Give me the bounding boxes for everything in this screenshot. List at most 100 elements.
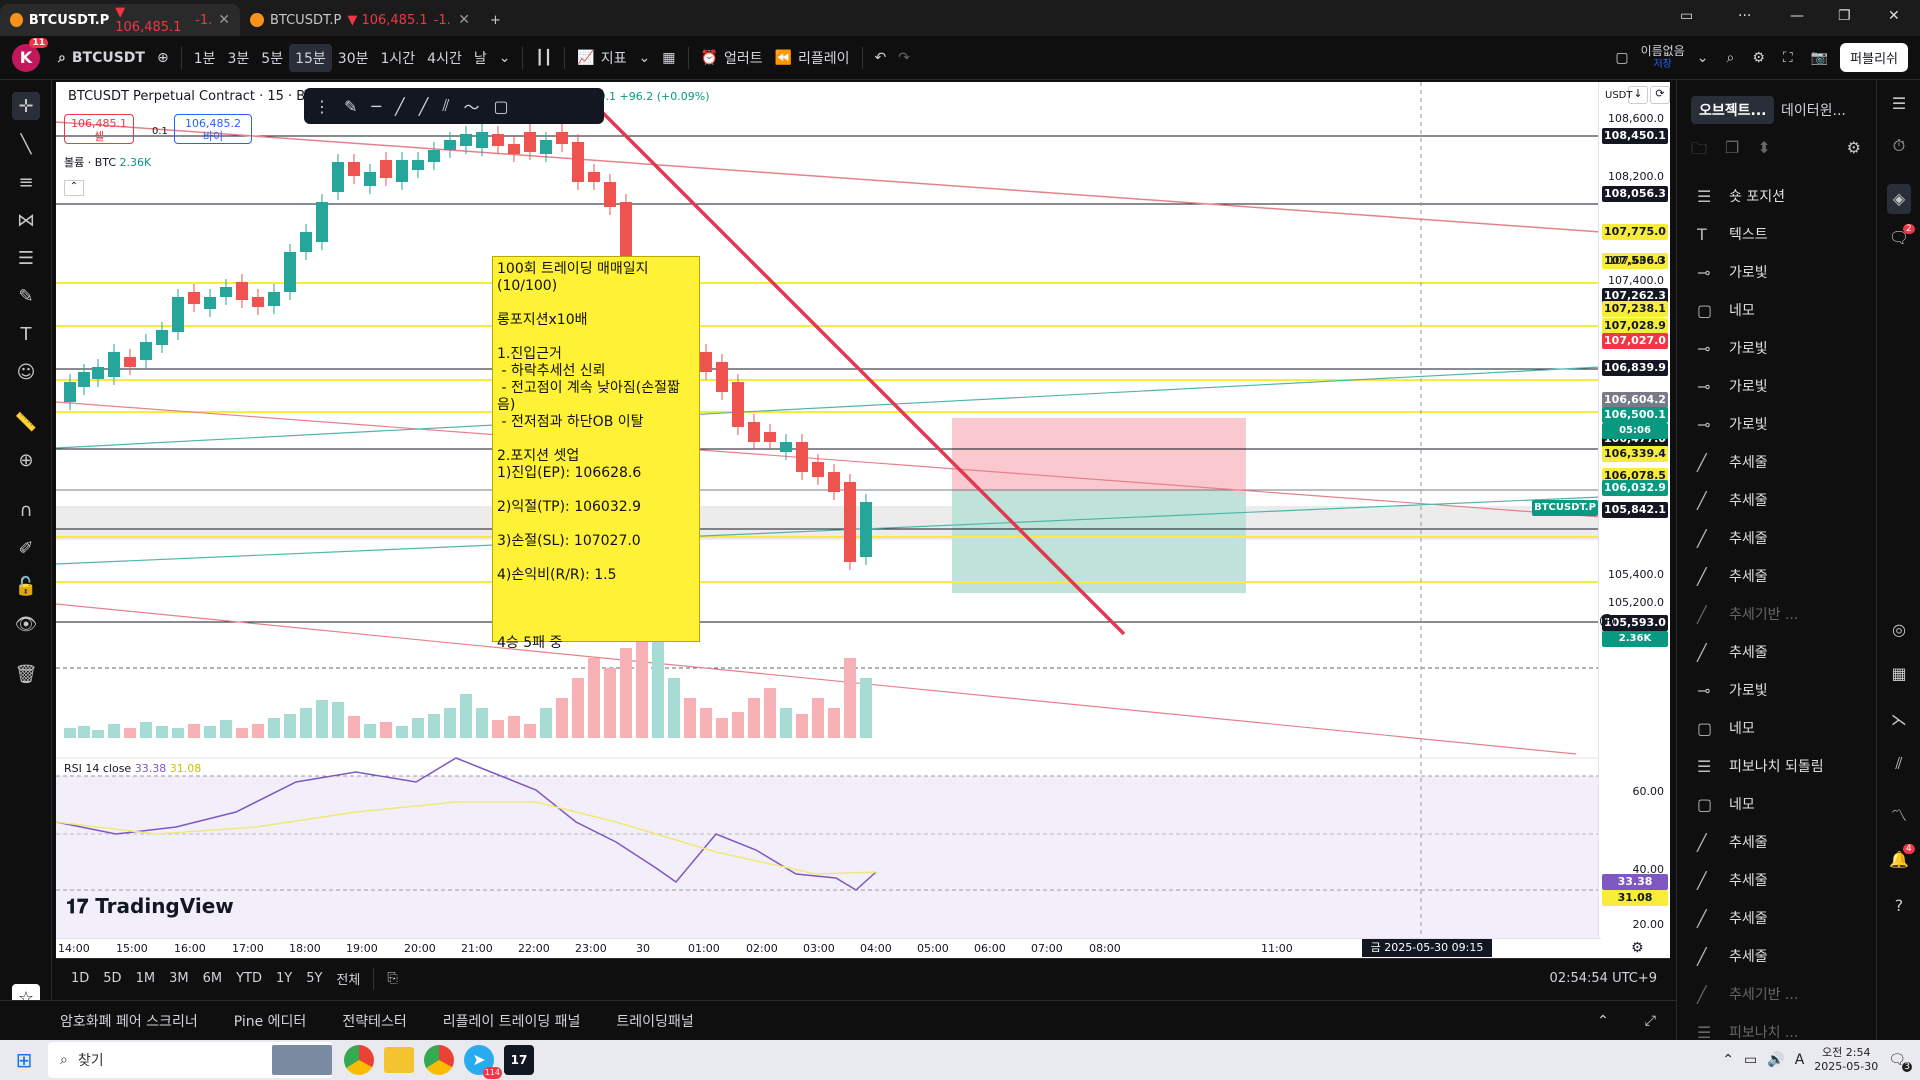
alert-button[interactable]: ⏰ 얼러트 [695, 44, 769, 72]
object-item[interactable]: ▢ 네모 [1697, 716, 1755, 740]
object-item[interactable]: ☰ 피보나치 되돌림 [1697, 754, 1824, 778]
camera-icon[interactable]: 📷 [1810, 49, 1829, 66]
tab-trading-panel[interactable]: 트레이딩패널 [616, 1013, 694, 1030]
volume-icon[interactable]: 🔊 [1767, 1052, 1785, 1068]
text-icon[interactable]: T [20, 323, 32, 345]
layers-icon[interactable]: ⬍ [1757, 138, 1771, 157]
object-item[interactable]: ╱ 추세줄 [1697, 488, 1768, 512]
compare-button[interactable]: ⊕ [151, 44, 175, 72]
maximize-panel-icon[interactable]: ⤢ [1644, 1012, 1656, 1029]
more-icon[interactable]: ··· [1738, 8, 1752, 24]
trading-journal-note[interactable]: 100회 트레이딩 매매일지(10/100) 롱포지션x10배 1.진입근거 -… [492, 256, 700, 651]
tab-crypto-screener[interactable]: 암호화폐 페어 스크리너 [60, 1013, 198, 1030]
clock-icon[interactable]: ⏱ [1892, 136, 1906, 155]
interval-30m[interactable]: 30분 [337, 50, 369, 67]
object-item[interactable]: ╱ 추세기반 ... [1697, 982, 1798, 1006]
interval-3m[interactable]: 3분 [227, 50, 250, 67]
fib-icon[interactable]: ☰ [17, 247, 35, 269]
tab-replay-panel[interactable]: 리플레이 트레이딩 패널 [442, 1013, 581, 1030]
object-item[interactable]: ╱ 추세줄 [1697, 830, 1768, 854]
replay-button[interactable]: ⏪ 리플레이 [769, 44, 856, 72]
range-all[interactable]: 전체 [336, 973, 361, 988]
object-item[interactable]: ▢ 네모 [1697, 298, 1755, 322]
candle-type-icon[interactable]: ┃┃ [535, 49, 553, 66]
horizontal-lines-icon[interactable]: ≡ [18, 171, 34, 193]
range-1d[interactable]: 1D [71, 971, 90, 986]
brush-icon[interactable]: ✎ [18, 285, 34, 307]
templates-icon[interactable]: ▦ [662, 49, 676, 66]
object-item[interactable]: ╱ 추세줄 [1697, 526, 1768, 550]
horizontal-line-icon[interactable]: ─ [371, 96, 382, 116]
layout-name[interactable]: 이름없음 저장 [1641, 44, 1685, 71]
interval-1d[interactable]: 날 [473, 50, 487, 67]
object-item[interactable]: ╱ 추세기반 ... [1697, 602, 1798, 626]
trash-icon[interactable]: 🗑 [14, 663, 38, 685]
collapse-icon[interactable]: ⌃ [64, 180, 84, 196]
range-5d[interactable]: 5D [103, 971, 122, 986]
avatar[interactable]: K 11 [12, 37, 48, 72]
new-tab-button[interactable]: + [490, 12, 501, 28]
window-close-icon[interactable]: ✕ [1888, 8, 1900, 24]
symbol-search[interactable]: ⌕ BTCUSDT [52, 44, 151, 72]
minimize-icon[interactable]: — [1790, 8, 1804, 24]
chevron-up-icon[interactable]: ⌃ [1597, 1012, 1609, 1029]
layout-icon[interactable]: ▢ [1615, 49, 1629, 66]
tab-data-window[interactable]: 데이터윈... [1781, 103, 1846, 119]
lock-icon[interactable]: 🔓 [14, 575, 38, 597]
crosshair-icon[interactable]: ✛ [12, 92, 40, 120]
publish-button[interactable]: 퍼블리쉬 [1840, 43, 1908, 72]
scale-down-icon[interactable]: ↓ [1628, 86, 1648, 104]
range-ytd[interactable]: YTD [236, 971, 262, 986]
object-item[interactable]: ╱ 추세줄 [1697, 640, 1768, 664]
object-item[interactable]: ☰ 피보나치 ... [1697, 1020, 1798, 1044]
help-icon[interactable]: ? [1894, 896, 1904, 915]
object-item[interactable]: ╱ 추세줄 [1697, 944, 1768, 968]
quick-search-icon[interactable]: ⌕ [1726, 49, 1735, 66]
broadcast-icon[interactable]: 〽 [1890, 806, 1907, 825]
ruler-icon[interactable]: 📏 [14, 411, 38, 433]
object-item[interactable]: ╱ 추세줄 [1697, 868, 1768, 892]
manage-icon[interactable]: ⚙ [1846, 138, 1861, 157]
ideas-icon[interactable]: ⋋ [1891, 710, 1907, 729]
ime-icon[interactable]: A [1794, 1052, 1805, 1068]
browser-tab-2[interactable]: BTCUSDT.P ▼ 106,485.1 -1. ✕ [240, 4, 480, 36]
path-icon[interactable]: 〜 [463, 98, 480, 117]
file-explorer-icon[interactable] [384, 1047, 414, 1073]
lock-drawing-icon[interactable]: ✐ [18, 537, 34, 559]
target-icon[interactable]: ◎ [1892, 620, 1906, 639]
range-5y[interactable]: 5Y [306, 971, 323, 986]
taskbar-search[interactable]: ⌕ 찾기 [48, 1042, 332, 1078]
refresh-icon[interactable]: ⟳ [1650, 86, 1670, 104]
close-icon[interactable]: ✕ [458, 12, 470, 28]
tab-object-tree[interactable]: 오브젝트... [1691, 96, 1775, 124]
bell-icon[interactable]: 🔔 [1889, 850, 1909, 869]
interval-1h[interactable]: 1시간 [380, 50, 416, 67]
layers-icon[interactable]: ◈ [1887, 184, 1911, 214]
tab-strategy-tester[interactable]: 전략테스터 [342, 1013, 407, 1030]
clock-display[interactable]: 02:54:54 UTC+9 [1549, 971, 1657, 986]
copy-icon[interactable]: ❐ [1725, 138, 1740, 157]
range-1m[interactable]: 1M [135, 971, 156, 986]
magnet-icon[interactable]: ∩ [19, 499, 33, 521]
taskbar-clock[interactable]: 오전 2:54 2025-05-30 [1814, 1046, 1878, 1074]
tradingview-app-icon[interactable]: 17 [504, 1045, 534, 1075]
calendar-icon[interactable]: ▦ [1891, 664, 1907, 683]
eye-icon[interactable]: 👁 [14, 613, 38, 635]
indicators-button[interactable]: 📈 지표 [571, 44, 632, 72]
trendline-icon[interactable]: ╱ [418, 96, 429, 116]
undo-icon[interactable]: ↶ [874, 49, 887, 66]
object-item[interactable]: T 텍스트 [1697, 222, 1768, 246]
chevron-down-icon[interactable]: ⌄ [638, 49, 651, 66]
fullscreen-icon[interactable]: ⛶ [1782, 49, 1793, 66]
pattern-icon[interactable]: ⋈ [17, 209, 35, 231]
emoji-icon[interactable]: ☺ [16, 361, 36, 383]
ray-icon[interactable]: ╱ [395, 96, 405, 116]
plus-circle-icon[interactable]: + [1600, 614, 1614, 628]
time-axis[interactable]: 14:00 15:00 16:00 17:00 18:00 19:00 20:00 21:00… [56, 938, 1601, 958]
close-icon[interactable]: ✕ [218, 12, 230, 28]
zoom-icon[interactable]: ⊕ [18, 449, 34, 471]
watchlist-icon[interactable]: ☰ [1891, 94, 1907, 113]
object-item[interactable]: ⊸ 가로빛 [1697, 336, 1768, 360]
object-item[interactable]: ⊸ 가로빛 [1697, 678, 1768, 702]
chevron-down-icon[interactable]: ⌄ [498, 49, 511, 66]
